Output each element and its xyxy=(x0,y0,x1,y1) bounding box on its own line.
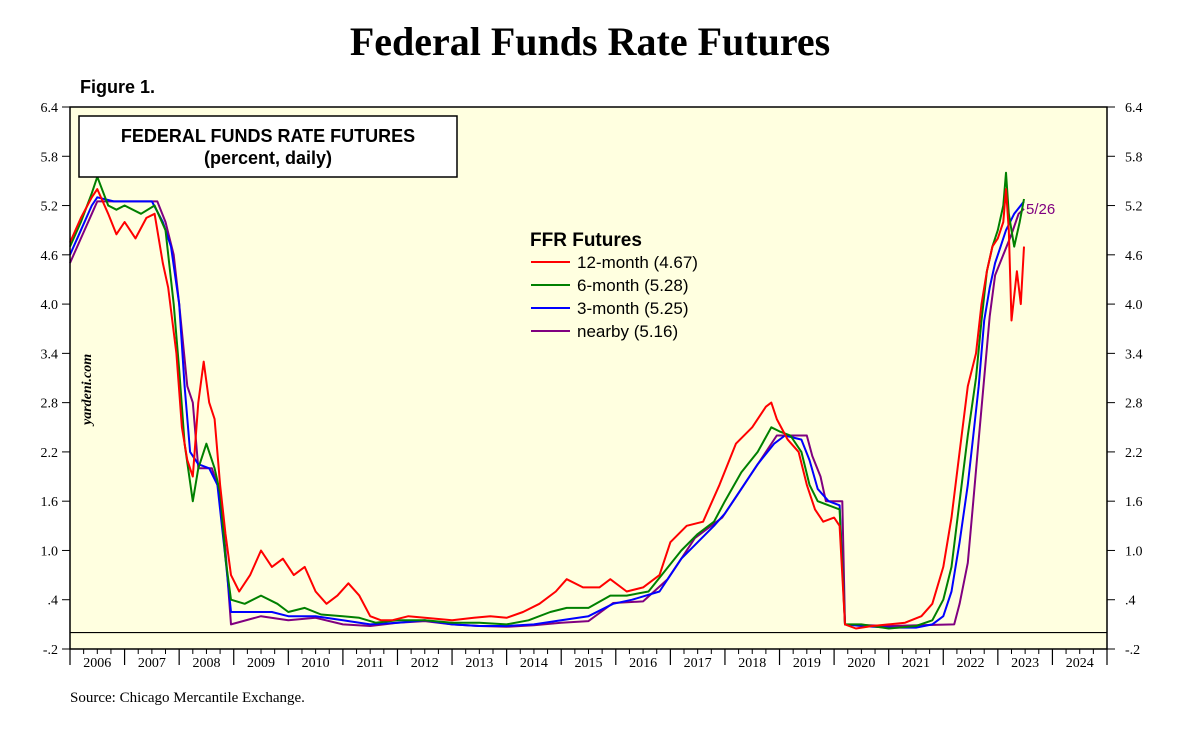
chart-title: FEDERAL FUNDS RATE FUTURES xyxy=(121,126,415,146)
series-line-3 xyxy=(69,200,1025,628)
x-tick-label: 2007 xyxy=(138,656,166,671)
chart-subtitle: (percent, daily) xyxy=(204,148,332,168)
chart-title-box: FEDERAL FUNDS RATE FUTURES (percent, dai… xyxy=(78,115,458,178)
y-tick-label-left: -.2 xyxy=(43,643,58,658)
y-tick-label-right: 2.8 xyxy=(1125,397,1143,412)
x-tick-label: 2009 xyxy=(247,656,275,671)
legend-label-3-month: 3-month (5.25) xyxy=(577,299,689,318)
y-tick-label-left: 4.6 xyxy=(41,249,59,264)
x-tick-label: 2021 xyxy=(902,656,930,671)
y-tick-label-right: 5.8 xyxy=(1125,150,1143,165)
y-tick-label-right: 1.0 xyxy=(1125,544,1143,559)
x-tick-label: 2015 xyxy=(575,656,603,671)
x-tick-label: 2011 xyxy=(356,656,383,671)
x-tick-label: 2008 xyxy=(192,656,220,671)
x-tick-label: 2019 xyxy=(793,656,821,671)
y-tick-label-right: 1.6 xyxy=(1125,495,1143,510)
y-tick-label-right: 5.2 xyxy=(1125,200,1143,215)
end-date-label: 5/26 xyxy=(1026,201,1055,218)
y-tick-label-right: 3.4 xyxy=(1125,347,1143,362)
y-tick-label-right: 4.0 xyxy=(1125,298,1143,313)
figure-label: Figure 1. xyxy=(80,77,156,97)
y-tick-label-right: 4.6 xyxy=(1125,249,1143,264)
y-tick-label-left: 1.0 xyxy=(41,544,59,559)
x-tick-label: 2022 xyxy=(957,656,985,671)
plot-frame xyxy=(69,106,1108,650)
x-tick-label: 2017 xyxy=(684,656,712,671)
y-tick-label-right: 6.4 xyxy=(1125,101,1143,116)
x-tick-label: 2024 xyxy=(1066,656,1094,671)
x-tick-label: 2020 xyxy=(847,656,875,671)
legend-label-nearby: nearby (5.16) xyxy=(577,322,678,341)
y-tick-label-left: 2.8 xyxy=(41,397,59,412)
x-tick-label: 2013 xyxy=(465,656,493,671)
legend: FFR Futures 12-month (4.67) 6-month (5.2… xyxy=(530,230,698,341)
y-tick-label-right: .4 xyxy=(1125,594,1136,609)
legend-label-12-month: 12-month (4.67) xyxy=(577,253,698,272)
legend-title: FFR Futures xyxy=(530,230,642,251)
series-line-1 xyxy=(69,171,1025,630)
y-tick-label-left: 5.2 xyxy=(41,200,59,215)
y-tick-label-right: 2.2 xyxy=(1125,446,1143,461)
plot-background xyxy=(70,107,1107,649)
watermark: yardeni.com xyxy=(80,354,95,427)
x-tick-label: 2018 xyxy=(738,656,766,671)
y-tick-label-left: 2.2 xyxy=(41,446,59,461)
axis-layer: -.2 -.2 .4 .4 1.0 1.0 1.6 1.6 2.2 2.2 2.8 2.8 3.4 3.4… xyxy=(41,101,1143,671)
y-tick-label-left: 1.6 xyxy=(41,495,59,510)
y-tick-label-left: 5.8 xyxy=(41,150,59,165)
x-tick-label: 2016 xyxy=(629,656,657,671)
page-title: Federal Funds Rate Futures xyxy=(349,19,831,64)
y-tick-label-left: 3.4 xyxy=(41,347,59,362)
x-tick-label: 2010 xyxy=(302,656,330,671)
source-note: Source: Chicago Mercantile Exchange. xyxy=(70,690,305,706)
x-tick-label: 2006 xyxy=(83,656,111,671)
y-tick-label-left: 6.4 xyxy=(41,101,59,116)
series-line-0 xyxy=(69,188,1025,630)
legend-label-6-month: 6-month (5.28) xyxy=(577,276,689,295)
y-tick-label-left: .4 xyxy=(48,594,59,609)
x-tick-label: 2012 xyxy=(411,656,439,671)
x-tick-label: 2023 xyxy=(1011,656,1039,671)
series-line-2 xyxy=(69,196,1025,629)
y-tick-label-right: -.2 xyxy=(1125,643,1140,658)
x-tick-label: 2014 xyxy=(520,656,548,671)
y-tick-label-left: 4.0 xyxy=(41,298,59,313)
series-layer xyxy=(69,171,1025,630)
